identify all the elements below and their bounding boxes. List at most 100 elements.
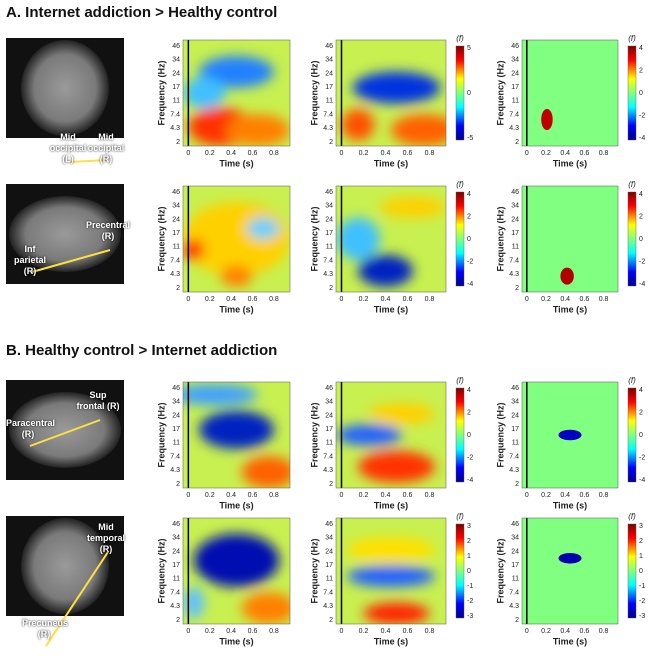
x-tick-label: 0.2 [359, 296, 369, 303]
x-axis-label: Time (s) [553, 158, 587, 168]
colorbar-tick-label: 0 [467, 90, 471, 97]
y-tick-label: 24 [511, 216, 519, 223]
y-tick-label: 7.4 [323, 589, 333, 596]
x-tick-label: 0.2 [541, 492, 551, 499]
x-tick-label: 0.8 [269, 628, 279, 635]
colorbar-label: (f) [628, 376, 636, 385]
y-tick-label: 2 [176, 617, 180, 624]
y-axis-label: Frequency (Hz) [156, 538, 166, 603]
colorbar-tick-label: 2 [639, 409, 643, 416]
y-tick-label: 34 [172, 535, 180, 542]
y-tick-label: 2 [515, 285, 519, 292]
heatmap [183, 40, 290, 146]
x-axis-label: Time (s) [553, 500, 587, 510]
y-tick-label: 24 [172, 548, 180, 555]
x-tick-label: 0 [525, 296, 529, 303]
y-tick-label: 2 [176, 285, 180, 292]
colorbar-tick-label: -3 [467, 613, 473, 620]
colorbar-tick-label: 4 [639, 45, 643, 52]
y-axis-label: Frequency (Hz) [156, 206, 166, 271]
heatmap [336, 382, 446, 488]
y-tick-label: 34 [325, 57, 333, 64]
y-tick-label: 4.3 [170, 125, 180, 132]
y-tick-label: 4.3 [509, 125, 519, 132]
colorbar-label: (f) [628, 180, 636, 189]
y-tick-label: 7.4 [170, 589, 180, 596]
x-tick-label: 0.6 [248, 628, 258, 635]
colorbar-label: (f) [456, 512, 464, 521]
colorbar-tick-label: 0 [639, 432, 643, 439]
y-axis-label: Frequency (Hz) [495, 206, 505, 271]
colorbar-tick-label: 2 [639, 67, 643, 74]
y-tick-label: 24 [511, 70, 519, 77]
heatmap-blob [220, 266, 252, 287]
colorbar-tick-label: 5 [467, 45, 471, 52]
x-axis-label: Time (s) [219, 304, 253, 314]
x-tick-label: 0.6 [580, 492, 590, 499]
figure: 46342417117.44.3200.20.40.60.8Time (s)Fr… [0, 0, 664, 662]
x-tick-label: 0.4 [381, 150, 391, 157]
colorbar-tick-label: -4 [639, 281, 645, 288]
x-axis-label: Time (s) [219, 500, 253, 510]
y-tick-label: 17 [172, 84, 180, 91]
colorbar-tick-label: -2 [639, 112, 645, 119]
y-tick-label: 4.3 [509, 467, 519, 474]
x-tick-label: 0.6 [403, 150, 413, 157]
x-tick-label: 0 [186, 628, 190, 635]
heatmap-blob [353, 72, 441, 104]
heatmap-blob [369, 403, 435, 424]
x-tick-label: 0 [525, 492, 529, 499]
y-tick-label: 11 [173, 244, 180, 251]
colorbar-label: (f) [456, 180, 464, 189]
y-tick-label: 4.3 [170, 271, 180, 278]
x-tick-label: 0.8 [599, 492, 609, 499]
y-tick-label: 2 [176, 139, 180, 146]
y-tick-label: 24 [325, 70, 333, 77]
y-tick-label: 46 [172, 43, 180, 50]
heatmap [522, 186, 618, 292]
y-tick-label: 11 [512, 98, 519, 105]
y-tick-label: 2 [329, 617, 333, 624]
colorbar-tick-label: 1 [639, 553, 643, 560]
y-tick-label: 7.4 [509, 257, 519, 264]
brain [21, 40, 109, 136]
y-tick-label: 11 [173, 440, 180, 447]
colorbar-tick-label: 2 [639, 538, 643, 545]
y-tick-label: 7.4 [509, 111, 519, 118]
x-tick-label: 0.8 [269, 492, 279, 499]
y-tick-label: 34 [511, 203, 519, 210]
brain-label: Sup frontal (R) [76, 390, 120, 412]
x-tick-label: 0.4 [226, 150, 236, 157]
x-tick-label: 0.4 [226, 492, 236, 499]
y-tick-label: 34 [172, 203, 180, 210]
y-tick-label: 17 [511, 426, 519, 433]
colorbar-tick-label: -2 [467, 454, 473, 461]
y-axis-label: Frequency (Hz) [495, 402, 505, 467]
heatmap-blob [242, 456, 296, 488]
heatmap-blob [183, 202, 290, 276]
y-tick-label: 17 [325, 426, 333, 433]
heatmap [172, 382, 295, 488]
y-tick-label: 34 [325, 203, 333, 210]
colorbar-tick-label: 4 [467, 387, 471, 394]
x-tick-label: 0 [340, 492, 344, 499]
x-tick-label: 0.4 [381, 492, 391, 499]
colorbar-tick-label: 2 [467, 538, 471, 545]
colorbar-label: (f) [628, 34, 636, 43]
x-tick-label: 0 [340, 628, 344, 635]
colorbar-tick-label: -2 [639, 454, 645, 461]
colorbar-tick-label: -2 [467, 258, 473, 265]
x-tick-label: 0.8 [425, 628, 435, 635]
y-tick-label: 17 [325, 84, 333, 91]
y-tick-label: 4.3 [323, 271, 333, 278]
x-tick-label: 0 [186, 296, 190, 303]
section-title: B. Healthy control > Internet addiction [6, 342, 277, 359]
x-axis-label: Time (s) [374, 636, 408, 646]
y-tick-label: 24 [325, 216, 333, 223]
y-tick-label: 24 [172, 70, 180, 77]
colorbar [456, 46, 464, 140]
colorbar-tick-label: 4 [467, 191, 471, 198]
colorbar-tick-label: 0 [467, 432, 471, 439]
x-tick-label: 0.2 [205, 628, 215, 635]
colorbar-tick-label: -5 [467, 135, 473, 142]
